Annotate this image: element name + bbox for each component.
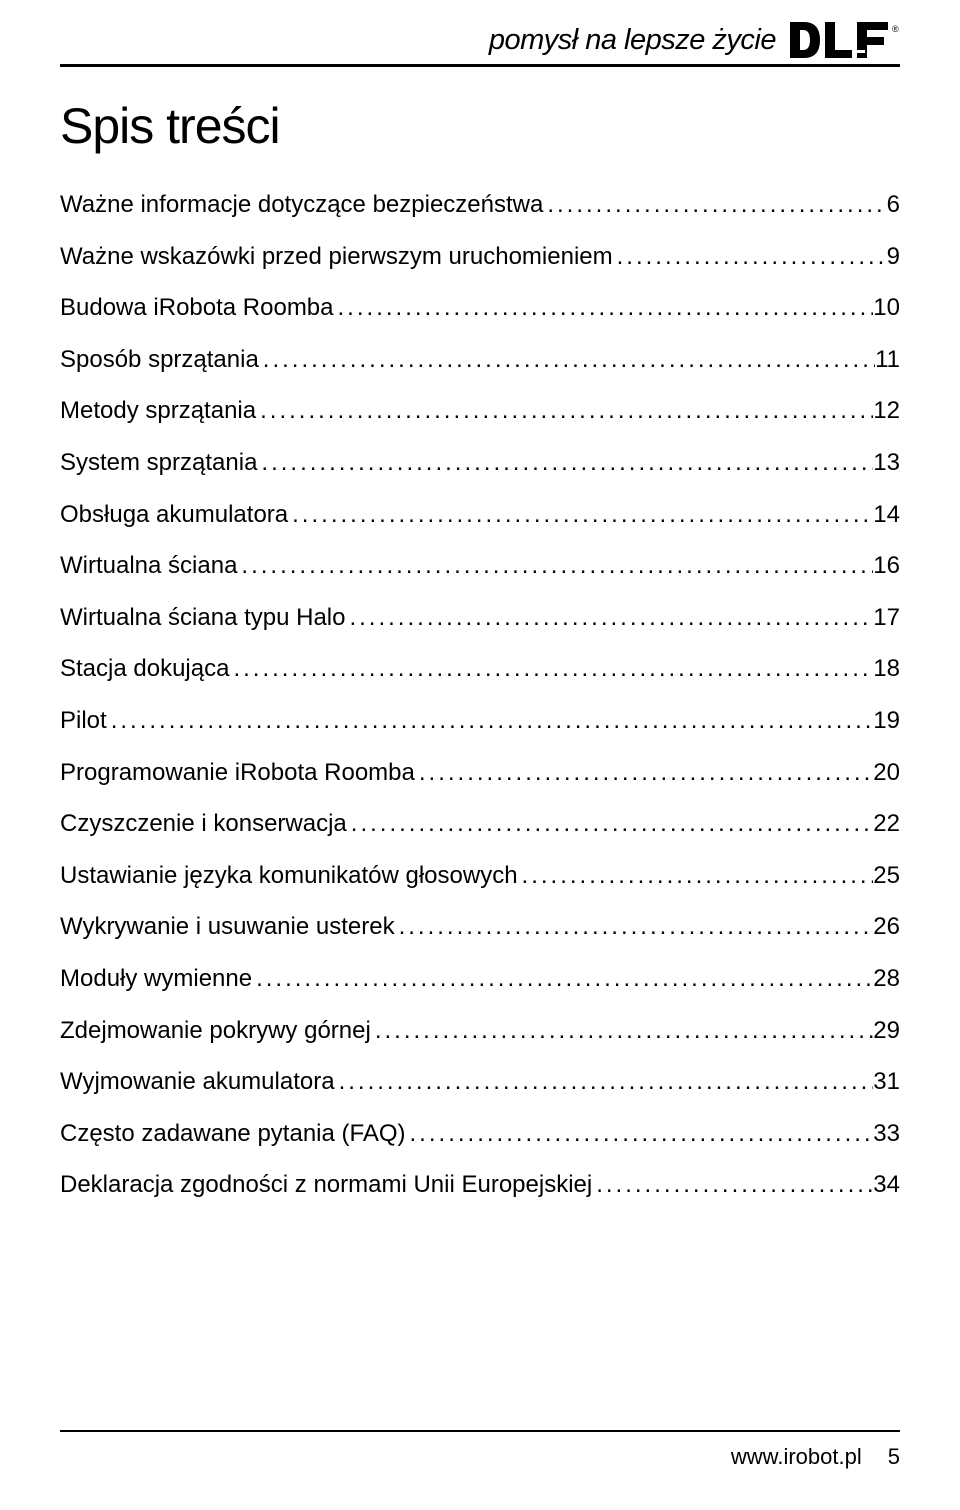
toc-row: Ważne wskazówki przed pierwszym uruchomi… bbox=[60, 243, 900, 271]
toc-page: 19 bbox=[873, 707, 900, 735]
toc-label: Wykrywanie i usuwanie usterek bbox=[60, 913, 395, 941]
toc-page: 20 bbox=[873, 759, 900, 787]
toc-page: 6 bbox=[887, 191, 900, 219]
toc-page: 18 bbox=[873, 655, 900, 683]
toc-leader bbox=[334, 294, 874, 322]
toc-label: Sposób sprzątania bbox=[60, 346, 259, 374]
toc-page: 31 bbox=[873, 1068, 900, 1096]
tagline: pomysł na lepsze życie bbox=[489, 24, 776, 57]
toc-row: Stacja dokująca 18 bbox=[60, 655, 900, 683]
page: pomysł na lepsze życie ® Spis treści Waż… bbox=[0, 0, 960, 1510]
toc-label: Obsługa akumulatora bbox=[60, 501, 288, 529]
toc-leader bbox=[237, 552, 873, 580]
toc-page: 22 bbox=[873, 810, 900, 838]
toc-page: 26 bbox=[873, 913, 900, 941]
toc-label: Metody sprzątania bbox=[60, 397, 256, 425]
toc-leader bbox=[543, 191, 886, 219]
toc-page: 13 bbox=[873, 449, 900, 477]
toc-page: 34 bbox=[873, 1171, 900, 1199]
toc-leader bbox=[107, 707, 874, 735]
toc-row: Deklaracja zgodności z normami Unii Euro… bbox=[60, 1171, 900, 1199]
toc-leader bbox=[613, 243, 887, 271]
toc-label: Wirtualna ściana typu Halo bbox=[60, 604, 345, 632]
toc-row: Często zadawane pytania (FAQ) 33 bbox=[60, 1120, 900, 1148]
page-footer: www.irobot.pl 5 bbox=[60, 1430, 900, 1470]
toc-row: Programowanie iRobota Roomba 20 bbox=[60, 759, 900, 787]
toc-page: 11 bbox=[875, 346, 900, 374]
toc-row: Metody sprzątania 12 bbox=[60, 397, 900, 425]
toc-row: Ustawianie języka komunikatów głosowych 2… bbox=[60, 862, 900, 890]
toc-page: 10 bbox=[873, 294, 900, 322]
toc-row: Zdejmowanie pokrywy górnej 29 bbox=[60, 1017, 900, 1045]
toc-row: Wykrywanie i usuwanie usterek 26 bbox=[60, 913, 900, 941]
top-rule bbox=[60, 64, 900, 67]
toc-row: Moduły wymienne 28 bbox=[60, 965, 900, 993]
toc-row: Obsługa akumulatora 14 bbox=[60, 501, 900, 529]
toc-row: Wirtualna ściana typu Halo 17 bbox=[60, 604, 900, 632]
dlf-logo-icon: ® bbox=[790, 20, 900, 60]
toc-leader bbox=[288, 501, 873, 529]
toc-leader bbox=[518, 862, 874, 890]
toc-leader bbox=[347, 810, 874, 838]
page-header: pomysł na lepsze życie ® bbox=[60, 20, 900, 60]
toc-label: Ważne informacje dotyczące bezpieczeństw… bbox=[60, 191, 543, 219]
toc-leader bbox=[415, 759, 873, 787]
table-of-contents: Ważne informacje dotyczące bezpieczeństw… bbox=[60, 191, 900, 1199]
toc-leader bbox=[252, 965, 873, 993]
toc-page: 9 bbox=[887, 243, 900, 271]
toc-label: Pilot bbox=[60, 707, 107, 735]
logo: ® bbox=[790, 20, 900, 60]
toc-page: 33 bbox=[873, 1120, 900, 1148]
toc-leader bbox=[371, 1017, 873, 1045]
toc-row: Pilot 19 bbox=[60, 707, 900, 735]
toc-leader bbox=[229, 655, 873, 683]
toc-leader bbox=[256, 397, 873, 425]
toc-page: 14 bbox=[873, 501, 900, 529]
toc-page: 25 bbox=[873, 862, 900, 890]
toc-label: System sprzątania bbox=[60, 449, 257, 477]
toc-label: Zdejmowanie pokrywy górnej bbox=[60, 1017, 371, 1045]
toc-label: Deklaracja zgodności z normami Unii Euro… bbox=[60, 1171, 592, 1199]
toc-label: Ważne wskazówki przed pierwszym uruchomi… bbox=[60, 243, 613, 271]
toc-row: Sposób sprzątania 11 bbox=[60, 346, 900, 374]
toc-label: Czyszczenie i konserwacja bbox=[60, 810, 347, 838]
toc-leader bbox=[345, 604, 873, 632]
toc-label: Często zadawane pytania (FAQ) bbox=[60, 1120, 406, 1148]
toc-page: 12 bbox=[873, 397, 900, 425]
toc-label: Stacja dokująca bbox=[60, 655, 229, 683]
toc-page: 17 bbox=[873, 604, 900, 632]
toc-label: Ustawianie języka komunikatów głosowych bbox=[60, 862, 518, 890]
toc-label: Budowa iRobota Roomba bbox=[60, 294, 334, 322]
toc-row: Ważne informacje dotyczące bezpieczeństw… bbox=[60, 191, 900, 219]
toc-leader bbox=[406, 1120, 874, 1148]
toc-page: 29 bbox=[873, 1017, 900, 1045]
toc-row: Budowa iRobota Roomba 10 bbox=[60, 294, 900, 322]
toc-label: Programowanie iRobota Roomba bbox=[60, 759, 415, 787]
toc-row: Wyjmowanie akumulatora 31 bbox=[60, 1068, 900, 1096]
toc-label: Moduły wymienne bbox=[60, 965, 252, 993]
toc-page: 28 bbox=[873, 965, 900, 993]
toc-row: System sprzątania 13 bbox=[60, 449, 900, 477]
bottom-rule bbox=[60, 1430, 900, 1432]
toc-leader bbox=[335, 1068, 874, 1096]
toc-row: Czyszczenie i konserwacja 22 bbox=[60, 810, 900, 838]
footer-line: www.irobot.pl 5 bbox=[60, 1444, 900, 1470]
toc-label: Wirtualna ściana bbox=[60, 552, 237, 580]
footer-url: www.irobot.pl bbox=[731, 1444, 862, 1470]
svg-text:®: ® bbox=[892, 24, 899, 34]
toc-leader bbox=[592, 1171, 873, 1199]
toc-leader bbox=[395, 913, 874, 941]
toc-label: Wyjmowanie akumulatora bbox=[60, 1068, 335, 1096]
toc-row: Wirtualna ściana 16 bbox=[60, 552, 900, 580]
page-title: Spis treści bbox=[60, 97, 900, 155]
toc-leader bbox=[259, 346, 875, 374]
toc-leader bbox=[257, 449, 873, 477]
toc-page: 16 bbox=[873, 552, 900, 580]
footer-page-number: 5 bbox=[888, 1444, 900, 1470]
